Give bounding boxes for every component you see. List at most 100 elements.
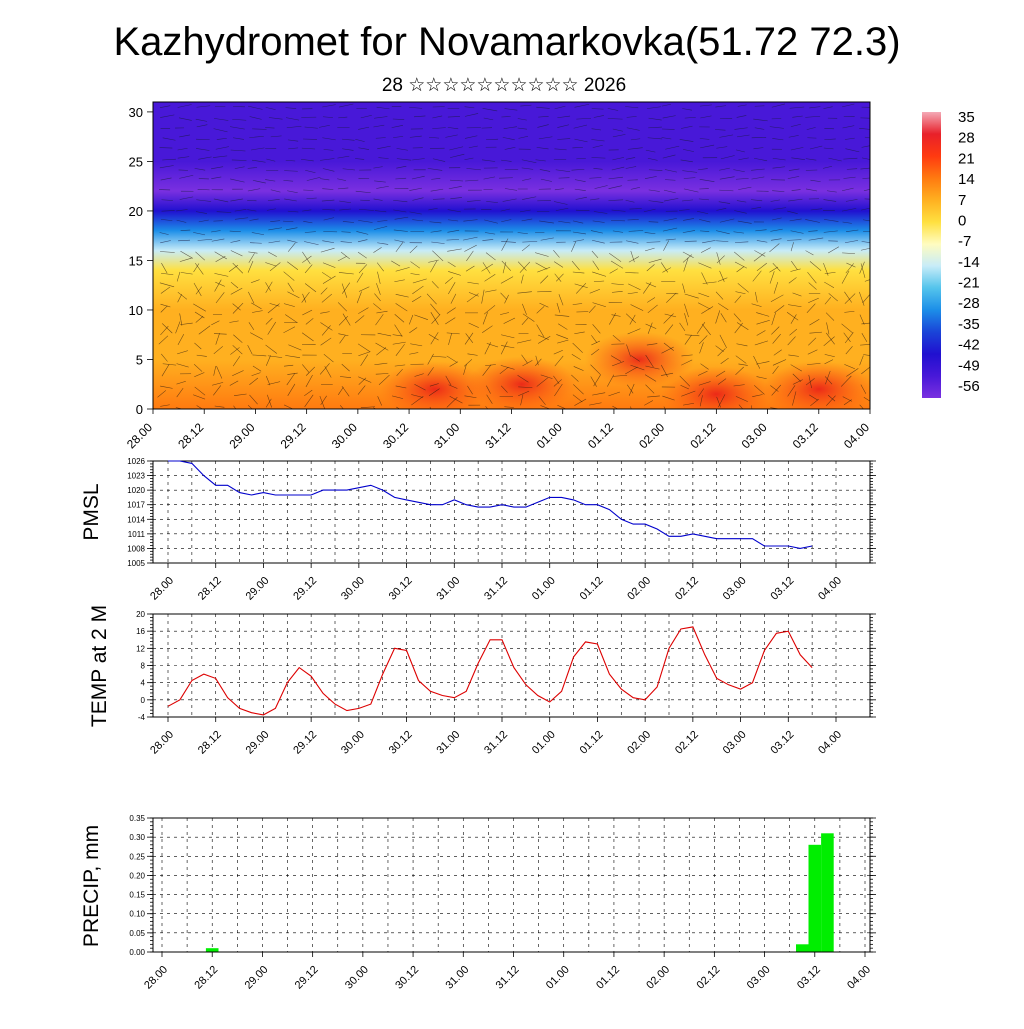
x-tick-label: 02.12 xyxy=(673,729,701,757)
x-tick-label: 28.12 xyxy=(175,420,206,451)
y-tick-label: 5 xyxy=(136,352,143,367)
x-tick-label: 02.12 xyxy=(673,575,701,603)
precip-bar xyxy=(821,833,834,952)
colorbar-label: 0 xyxy=(958,212,966,229)
x-tick-label: 31.00 xyxy=(443,964,471,992)
y-tick-label: 1014 xyxy=(127,515,145,524)
x-tick-label: 30.00 xyxy=(339,729,367,757)
precip-bar xyxy=(206,948,219,952)
y-tick-label: 0.15 xyxy=(129,891,145,900)
y-tick-label: 4 xyxy=(141,679,146,688)
y-tick-label: 0.00 xyxy=(129,948,145,957)
x-tick-label: 01.00 xyxy=(530,729,558,757)
warm-spot xyxy=(585,331,695,387)
x-tick-label: 31.00 xyxy=(434,729,462,757)
y-tick-label: 8 xyxy=(141,662,146,671)
colorbar-label: 7 xyxy=(958,192,966,209)
colorbar-label: -49 xyxy=(958,357,980,374)
x-tick-label: 28.00 xyxy=(124,420,155,451)
precip-frame xyxy=(153,818,870,952)
precip-y-axis: 0.000.050.100.150.200.250.300.35 xyxy=(129,814,876,957)
pmsl-grid xyxy=(153,461,870,563)
x-tick-label: 03.00 xyxy=(745,964,773,992)
pmsl-frame xyxy=(153,461,870,563)
y-tick-label: 1017 xyxy=(127,501,145,510)
x-tick-label: 29.12 xyxy=(291,575,319,603)
colorbar-label: 21 xyxy=(958,150,975,167)
y-tick-label: 0.10 xyxy=(129,910,145,919)
x-tick-label: 30.00 xyxy=(343,964,371,992)
x-tick-label: 30.00 xyxy=(329,420,360,451)
y-tick-label: 0.05 xyxy=(129,929,145,938)
x-tick-label: 29.00 xyxy=(244,729,272,757)
colorbar-label: -35 xyxy=(958,316,980,333)
x-tick-label: 31.12 xyxy=(494,964,522,992)
x-tick-label: 01.00 xyxy=(544,964,572,992)
pmsl-y-label: PMSL xyxy=(80,483,103,540)
x-tick-label: 28.12 xyxy=(196,575,224,603)
x-tick-label: 28.00 xyxy=(148,729,176,757)
x-tick-label: 01.00 xyxy=(530,575,558,603)
x-tick-label: 29.12 xyxy=(291,729,319,757)
y-tick-label: 1008 xyxy=(127,544,145,553)
y-tick-label: 12 xyxy=(136,644,145,653)
x-tick-label: 02.12 xyxy=(695,964,723,992)
figure-title: Kazhydromet for Novamarkovka(51.72 72.3) xyxy=(113,20,900,64)
y-tick-label: 0.25 xyxy=(129,852,145,861)
x-tick-label: 28.12 xyxy=(192,964,220,992)
colorbar-strip xyxy=(922,112,941,398)
colorbar-label: -28 xyxy=(958,295,980,312)
x-tick-label: 04.00 xyxy=(816,729,844,757)
x-tick-label: 31.12 xyxy=(482,420,513,451)
y-tick-label: 1026 xyxy=(127,457,145,466)
x-tick-label: 31.00 xyxy=(431,420,462,451)
x-tick-label: 01.12 xyxy=(594,964,622,992)
y-tick-label: 1020 xyxy=(127,486,145,495)
precip-bars xyxy=(206,833,834,952)
precip-y-label: PRECIP, mm xyxy=(80,825,103,947)
y-tick-label: 1011 xyxy=(128,530,146,539)
figure-subtitle: 28 ☆☆☆☆☆☆☆☆☆☆ 2026 xyxy=(382,75,626,96)
x-tick-label: 01.12 xyxy=(578,575,606,603)
colorbar-label: -56 xyxy=(958,378,980,395)
x-tick-label: 03.12 xyxy=(795,964,823,992)
y-tick-label: 30 xyxy=(129,105,143,120)
x-tick-label: 28.00 xyxy=(142,964,170,992)
x-tick-label: 02.00 xyxy=(625,729,653,757)
x-tick-label: 03.12 xyxy=(768,729,796,757)
x-tick-label: 30.12 xyxy=(380,420,411,451)
x-tick-label: 29.00 xyxy=(243,964,271,992)
x-tick-label: 04.00 xyxy=(845,964,873,992)
colorbar-label: -14 xyxy=(958,254,980,271)
x-tick-label: 01.00 xyxy=(534,420,565,451)
y-tick-label: 0 xyxy=(136,402,143,417)
x-tick-label: 30.00 xyxy=(339,575,367,603)
warm-spot xyxy=(467,356,577,412)
y-tick-label: 0.20 xyxy=(129,871,145,880)
x-tick-label: 29.00 xyxy=(244,575,272,603)
colorbar-label: 35 xyxy=(958,109,975,126)
y-tick-label: -4 xyxy=(138,713,146,722)
precip-bar xyxy=(809,845,822,952)
y-tick-label: 25 xyxy=(129,154,143,169)
colorbar-label: -7 xyxy=(958,233,971,250)
x-tick-label: 31.12 xyxy=(482,575,510,603)
y-tick-label: 20 xyxy=(136,610,145,619)
x-tick-label: 30.12 xyxy=(387,575,415,603)
x-tick-label: 03.12 xyxy=(790,420,821,451)
x-tick-label: 03.00 xyxy=(721,729,749,757)
x-tick-label: 31.00 xyxy=(434,575,462,603)
x-tick-label: 01.12 xyxy=(578,729,606,757)
x-tick-label: 04.00 xyxy=(841,420,872,451)
